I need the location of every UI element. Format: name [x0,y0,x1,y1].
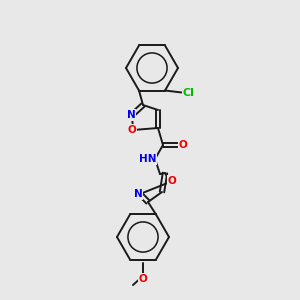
Text: O: O [178,140,188,150]
Text: O: O [168,176,176,186]
Text: Cl: Cl [182,88,194,98]
Text: HN: HN [139,154,157,164]
Text: O: O [139,274,147,284]
Text: O: O [128,125,136,135]
Text: N: N [134,189,142,199]
Text: N: N [127,110,135,120]
